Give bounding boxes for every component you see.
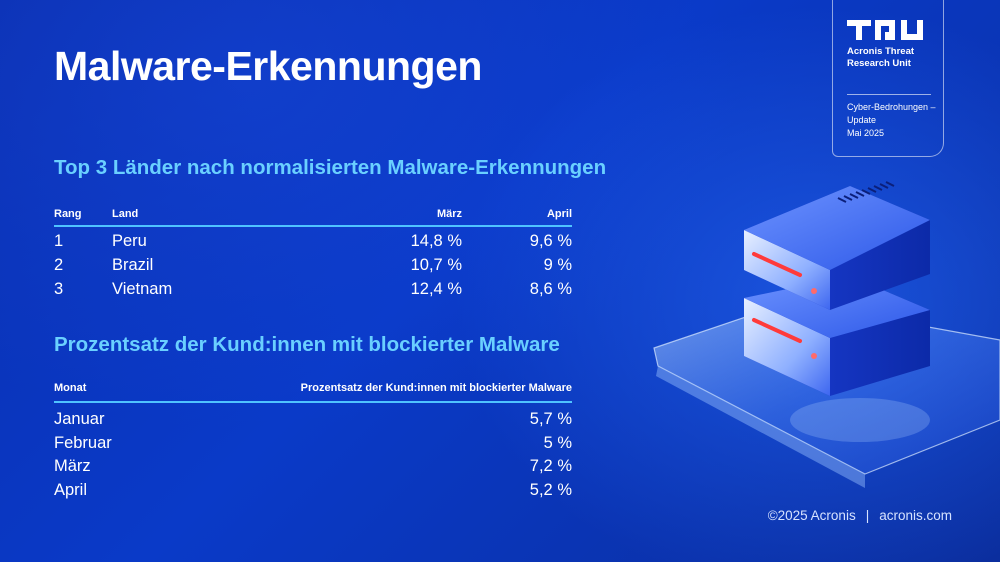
percent-cell: 5,2 %: [529, 480, 572, 499]
header-country: Land: [112, 208, 139, 220]
percent-cell: 7,2 %: [529, 457, 572, 475]
march-cell: 10,7 %: [410, 256, 462, 274]
table-row: April 5,2 %: [54, 481, 572, 505]
customers-table: Monat Prozentsatz der Kund:innen mit blo…: [54, 382, 572, 504]
header-month: Monat: [54, 382, 87, 394]
table-row: Januar 5,7 %: [54, 410, 572, 434]
footer-separator: |: [865, 508, 870, 523]
countries-table: Rang Land März April 1 Peru 14,8 % 9,6 %…: [54, 208, 572, 304]
countries-heading: Top 3 Länder nach normalisierten Malware…: [54, 156, 607, 179]
page-title: Malware-Erkennungen: [54, 43, 482, 89]
customers-header-rule: [54, 401, 572, 403]
badge-unit-name: Acronis Threat Research Unit: [847, 46, 915, 69]
customers-heading: Prozentsatz der Kund:innen mit blockiert…: [54, 333, 560, 356]
badge-subtitle: Cyber-Bedrohungen – Update Mai 2025: [847, 101, 939, 140]
table-row: 1 Peru 14,8 % 9,6 %: [54, 232, 572, 256]
table-row: 3 Vietnam 12,4 % 8,6 %: [54, 280, 572, 304]
customers-table-header: Monat Prozentsatz der Kund:innen mit blo…: [54, 382, 572, 402]
rank-cell: 1: [54, 232, 64, 250]
footer-copyright: ©2025 Acronis: [767, 508, 856, 523]
country-cell: Brazil: [112, 256, 154, 274]
month-cell: Januar: [54, 410, 105, 428]
countries-table-header: Rang Land März April: [54, 208, 572, 228]
month-cell: Februar: [54, 433, 112, 452]
badge-date: Mai 2025: [847, 128, 885, 138]
tru-logo-icon: [847, 20, 923, 40]
rank-cell: 2: [54, 256, 64, 274]
footer-website-link[interactable]: acronis.com: [879, 508, 952, 523]
header-percent: Prozentsatz der Kund:innen mit blockiert…: [300, 382, 572, 394]
march-cell: 14,8 %: [410, 232, 462, 250]
table-row: 2 Brazil 10,7 % 9 %: [54, 256, 572, 280]
april-cell: 8,6 %: [529, 280, 572, 298]
april-cell: 9 %: [543, 256, 572, 274]
table-row: Februar 5 %: [54, 434, 572, 458]
month-cell: April: [54, 480, 88, 499]
country-cell: Peru: [112, 232, 147, 250]
country-cell: Vietnam: [112, 280, 173, 298]
rank-cell: 3: [54, 280, 64, 298]
month-cell: März: [54, 457, 91, 475]
march-cell: 12,4 %: [410, 280, 462, 298]
countries-header-rule: [54, 225, 572, 227]
percent-cell: 5,7 %: [529, 410, 572, 428]
header-rank: Rang: [54, 208, 82, 220]
header-march: März: [436, 208, 462, 220]
header-april: April: [546, 208, 572, 220]
server-illustration-icon: [653, 181, 1000, 488]
table-row: März 7,2 %: [54, 457, 572, 481]
tru-badge: Acronis Threat Research Unit Cyber-Bedro…: [832, 0, 944, 157]
footer: ©2025 Acronis | acronis.com: [768, 508, 952, 523]
badge-divider: [847, 94, 931, 95]
percent-cell: 5 %: [543, 433, 572, 452]
badge-update-label: Cyber-Bedrohungen – Update: [847, 102, 936, 125]
april-cell: 9,6 %: [529, 232, 572, 250]
